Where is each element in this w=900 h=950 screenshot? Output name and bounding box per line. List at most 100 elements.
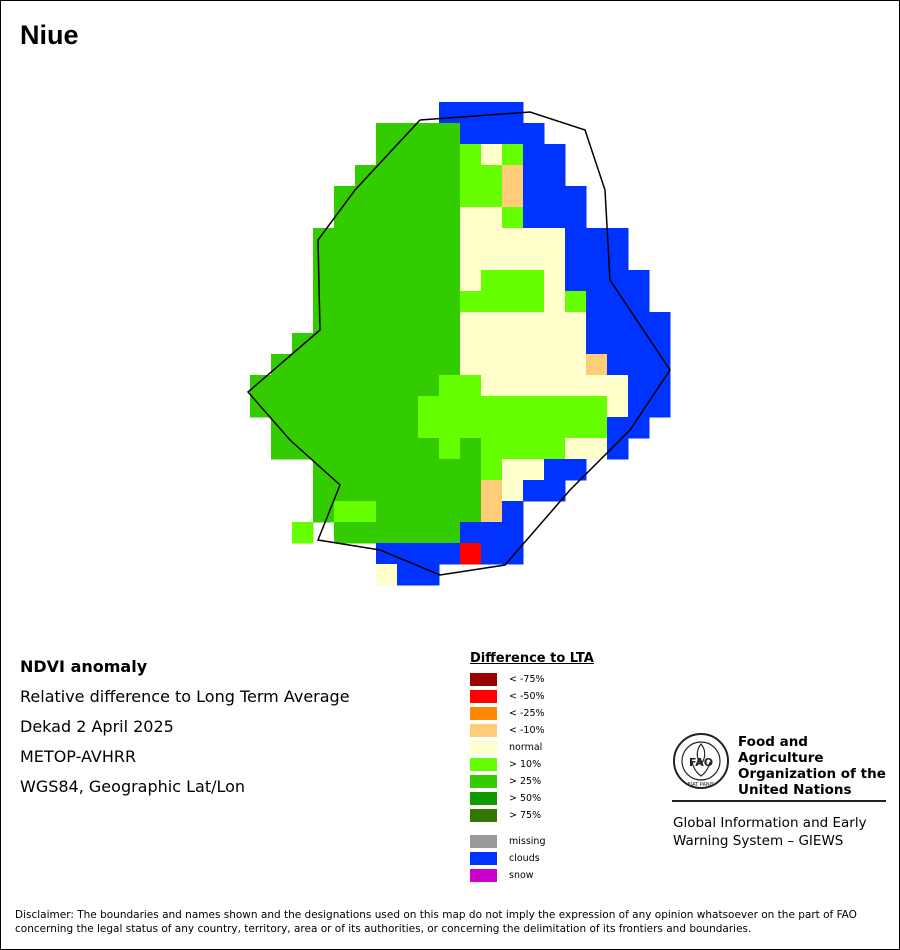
- raster-cell: [292, 375, 314, 397]
- raster-cell: [376, 543, 398, 565]
- raster-cell: [355, 333, 377, 355]
- raster-cell: [376, 375, 398, 397]
- raster-cell: [544, 144, 566, 166]
- raster-cell: [334, 354, 356, 376]
- raster-cell: [439, 207, 461, 229]
- raster-cell: [439, 249, 461, 271]
- anomaly-raster: [250, 102, 671, 586]
- raster-cell: [502, 522, 524, 544]
- raster-cell: [439, 165, 461, 187]
- raster-cell: [586, 438, 608, 460]
- raster-cell: [313, 480, 335, 502]
- raster-cell: [355, 459, 377, 481]
- raster-cell: [544, 459, 566, 481]
- raster-cell: [376, 459, 398, 481]
- raster-cell: [376, 312, 398, 334]
- raster-cell: [355, 249, 377, 271]
- raster-cell: [334, 459, 356, 481]
- raster-cell: [418, 165, 440, 187]
- raster-cell: [250, 375, 272, 397]
- legend-item: > 50%: [470, 792, 541, 806]
- raster-cell: [586, 417, 608, 439]
- raster-cell: [544, 165, 566, 187]
- raster-cell: [460, 291, 482, 313]
- raster-cell: [418, 480, 440, 502]
- raster-cell: [418, 270, 440, 292]
- raster-cell: [334, 501, 356, 523]
- raster-cell: [334, 270, 356, 292]
- fao-logo-icon: FAO FIAT PANIS: [673, 733, 729, 789]
- raster-cell: [628, 333, 650, 355]
- legend-swatch: [470, 792, 497, 806]
- legend-label: > 10%: [509, 759, 542, 770]
- raster-cell: [418, 249, 440, 271]
- fao-name-line1: Food and Agriculture: [738, 734, 824, 766]
- raster-cell: [586, 375, 608, 397]
- raster-cell: [586, 249, 608, 271]
- raster-cell: [607, 333, 629, 355]
- raster-cell: [418, 291, 440, 313]
- raster-cell: [418, 396, 440, 418]
- raster-cell: [565, 396, 587, 418]
- raster-cell: [481, 438, 503, 460]
- legend-item: > 10%: [470, 758, 541, 772]
- raster-cell: [397, 354, 419, 376]
- raster-cell: [418, 522, 440, 544]
- fao-name-line2: Organization of the: [738, 766, 886, 782]
- raster-cell: [544, 270, 566, 292]
- raster-cell: [397, 522, 419, 544]
- raster-cell: [586, 333, 608, 355]
- raster-cell: [397, 312, 419, 334]
- raster-cell: [628, 396, 650, 418]
- raster-cell: [292, 522, 314, 544]
- raster-cell: [376, 438, 398, 460]
- raster-cell: [460, 396, 482, 418]
- raster-cell: [502, 375, 524, 397]
- raster-cell: [607, 312, 629, 334]
- raster-cell: [565, 207, 587, 229]
- raster-cell: [607, 417, 629, 439]
- raster-cell: [418, 543, 440, 565]
- legend-item: missing: [470, 834, 545, 848]
- raster-cell: [376, 123, 398, 145]
- raster-cell: [334, 333, 356, 355]
- raster-cell: [376, 165, 398, 187]
- raster-cell: [544, 480, 566, 502]
- raster-cell: [586, 312, 608, 334]
- raster-cell: [481, 375, 503, 397]
- raster-cell: [439, 333, 461, 355]
- legend-swatch: [470, 775, 497, 789]
- raster-cell: [334, 291, 356, 313]
- raster-cell: [355, 501, 377, 523]
- raster-cell: [502, 144, 524, 166]
- raster-cell: [334, 186, 356, 208]
- raster-cell: [418, 123, 440, 145]
- raster-cell: [397, 459, 419, 481]
- raster-cell: [607, 354, 629, 376]
- raster-cell: [376, 522, 398, 544]
- raster-cell: [439, 102, 461, 124]
- raster-cell: [523, 375, 545, 397]
- raster-cell: [460, 102, 482, 124]
- raster-cell: [313, 291, 335, 313]
- raster-cell: [502, 459, 524, 481]
- raster-cell: [460, 375, 482, 397]
- raster-cell: [418, 354, 440, 376]
- raster-cell: [502, 396, 524, 418]
- raster-cell: [460, 501, 482, 523]
- raster-cell: [523, 165, 545, 187]
- legend-item: clouds: [470, 851, 540, 865]
- raster-cell: [628, 291, 650, 313]
- raster-cell: [418, 501, 440, 523]
- raster-cell: [355, 186, 377, 208]
- raster-cell: [544, 207, 566, 229]
- legend-swatch: [470, 723, 497, 737]
- raster-cell: [355, 270, 377, 292]
- raster-cell: [649, 354, 671, 376]
- raster-cell: [292, 438, 314, 460]
- raster-cell: [313, 417, 335, 439]
- raster-cell: [502, 438, 524, 460]
- raster-cell: [460, 186, 482, 208]
- raster-cell: [481, 102, 503, 124]
